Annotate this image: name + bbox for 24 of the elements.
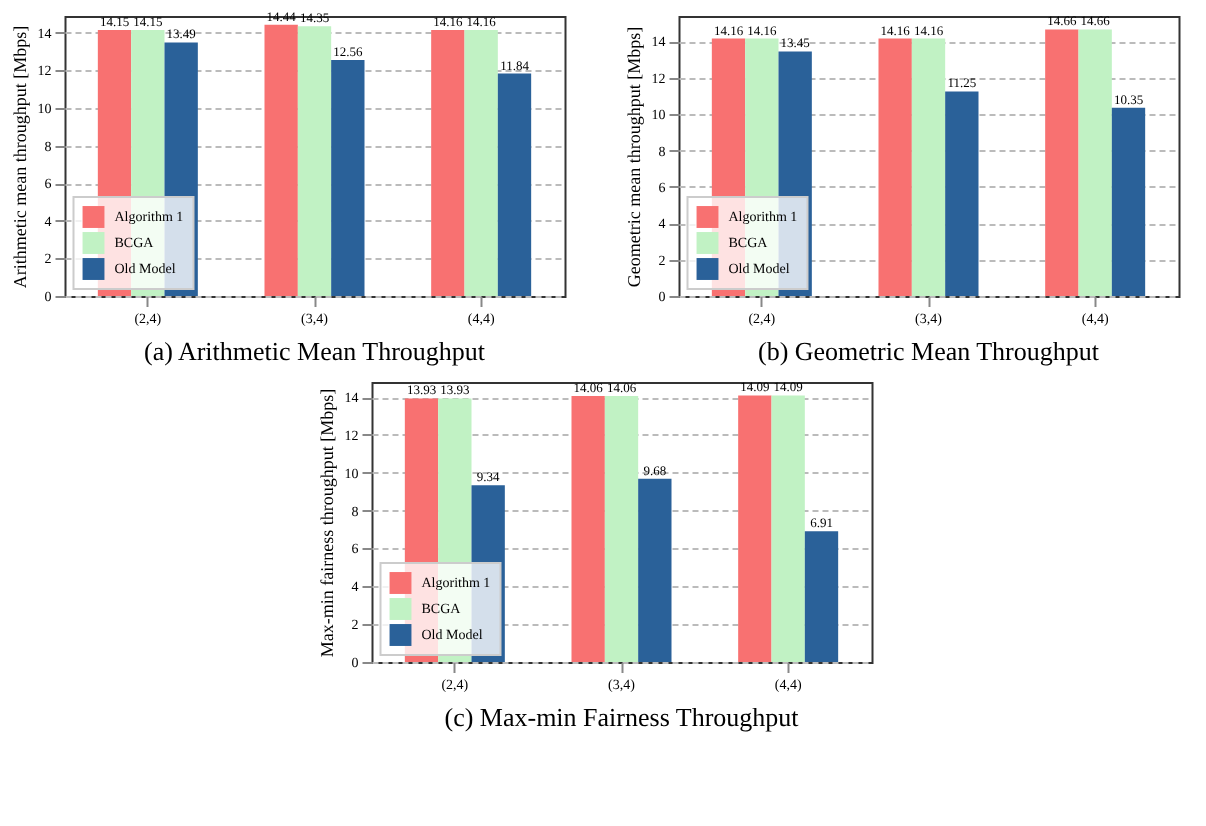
text: (c) Max-min Fairness Throughput — [444, 702, 800, 732]
bar — [331, 59, 365, 296]
bar — [1045, 29, 1079, 296]
text: (b) Geometric Mean Throughput — [757, 336, 1100, 366]
bar — [464, 29, 498, 296]
bar — [431, 29, 465, 296]
bar — [497, 73, 532, 296]
bar — [1111, 107, 1146, 296]
bar — [878, 38, 912, 296]
bar — [771, 395, 805, 662]
bar — [738, 395, 772, 662]
bar — [911, 38, 946, 296]
y-axis-title: Arithmetic mean throughput [Mbps] — [9, 25, 30, 289]
bar — [638, 478, 672, 662]
y-axis-title: Geometric mean throughput [Mbps] — [623, 26, 644, 288]
bar — [297, 26, 332, 296]
bar — [945, 91, 979, 296]
bar — [804, 531, 839, 662]
bar — [571, 396, 605, 662]
bar — [604, 396, 639, 662]
bar — [1078, 29, 1112, 296]
y-axis-title: Max-min fairness throughput [Mbps] — [316, 388, 337, 658]
bar — [264, 24, 298, 296]
text: (a) Arithmetic Mean Throughput — [143, 336, 486, 366]
